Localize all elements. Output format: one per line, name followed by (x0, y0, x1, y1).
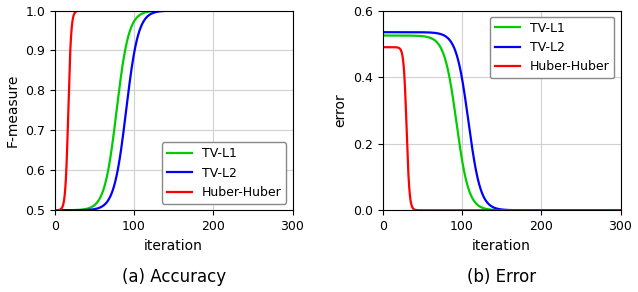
TV-L2 (379, 30, 387, 34)
Legend: TV-L1, TV-L2, Huber-Huber: TV-L1, TV-L2, Huber-Huber (161, 142, 286, 204)
Line: TV-L2: TV-L2 (55, 11, 292, 210)
TV-L1 (379, 34, 387, 37)
Line: Huber-Huber: Huber-Huber (55, 11, 292, 210)
TV-L2 (488, 205, 496, 208)
Huber-Huber (567, 208, 574, 212)
TV-L2 (288, 9, 296, 12)
Huber-Huber (117, 9, 125, 12)
TV-L2 (391, 30, 399, 34)
Huber-Huber (282, 9, 290, 12)
Legend: TV-L1, TV-L2, Huber-Huber: TV-L1, TV-L2, Huber-Huber (489, 17, 614, 78)
TV-L1 (63, 208, 71, 212)
X-axis label: iteration: iteration (472, 239, 531, 253)
TV-L2 (238, 9, 246, 12)
TV-L2 (610, 208, 618, 212)
Line: Huber-Huber: Huber-Huber (383, 47, 621, 210)
TV-L2 (167, 9, 174, 13)
Title: (b) Error: (b) Error (467, 268, 536, 286)
Huber-Huber (288, 9, 296, 12)
TV-L2 (63, 208, 71, 212)
TV-L1 (391, 34, 399, 37)
TV-L2 (617, 208, 625, 212)
TV-L1 (566, 208, 574, 212)
Huber-Huber (282, 9, 290, 12)
Line: TV-L1: TV-L1 (383, 36, 621, 210)
Huber-Huber (610, 208, 618, 212)
TV-L1 (51, 208, 59, 212)
TV-L1 (610, 208, 618, 212)
TV-L1 (288, 9, 296, 12)
Huber-Huber (160, 9, 168, 12)
Huber-Huber (391, 46, 399, 49)
Huber-Huber (167, 9, 174, 12)
TV-L2 (51, 208, 59, 212)
Huber-Huber (488, 208, 496, 212)
Y-axis label: error: error (334, 93, 348, 127)
TV-L2 (281, 9, 289, 12)
TV-L1 (282, 9, 290, 12)
TV-L2 (494, 207, 502, 211)
TV-L2 (282, 9, 290, 12)
Huber-Huber (494, 208, 502, 212)
Line: TV-L2: TV-L2 (383, 32, 621, 210)
TV-L1 (610, 208, 618, 212)
TV-L1 (281, 9, 289, 12)
TV-L1 (617, 208, 625, 212)
Huber-Huber (379, 46, 387, 49)
TV-L1 (167, 9, 174, 12)
Line: TV-L1: TV-L1 (55, 11, 292, 210)
Huber-Huber (456, 208, 463, 212)
TV-L2 (160, 9, 168, 13)
Huber-Huber (610, 208, 618, 212)
TV-L1 (488, 208, 496, 211)
TV-L2 (566, 208, 574, 212)
Huber-Huber (51, 208, 59, 212)
Huber-Huber (63, 152, 71, 156)
TV-L2 (610, 208, 618, 212)
X-axis label: iteration: iteration (144, 239, 203, 253)
Y-axis label: F-measure: F-measure (6, 74, 20, 147)
TV-L1 (238, 9, 246, 12)
TV-L1 (494, 208, 502, 212)
Title: (a) Accuracy: (a) Accuracy (122, 268, 226, 286)
TV-L1 (160, 9, 168, 12)
Huber-Huber (617, 208, 625, 212)
Huber-Huber (238, 9, 246, 12)
